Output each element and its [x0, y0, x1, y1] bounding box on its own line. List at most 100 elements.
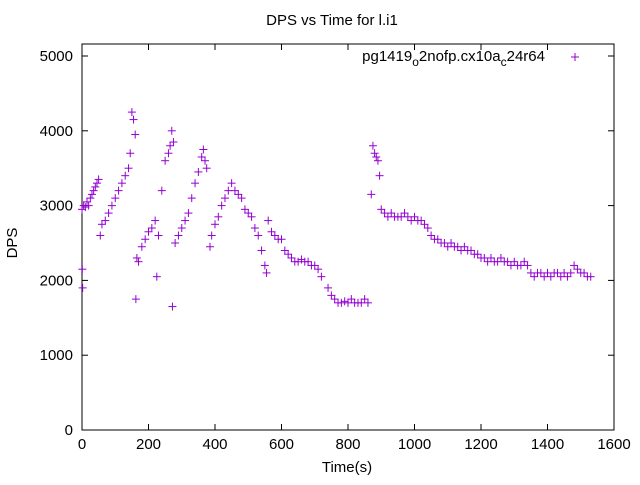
data-point	[317, 272, 326, 281]
data-point	[310, 261, 319, 270]
data-point	[237, 194, 246, 203]
data-point	[89, 186, 98, 195]
x-tick-label: 800	[335, 436, 360, 453]
data-point	[154, 231, 163, 240]
legend-label: pg1419o2nofp.cx10ac24r64	[362, 48, 545, 69]
x-tick-label: 1000	[398, 436, 431, 453]
data-point	[144, 227, 153, 236]
x-tick-label: 600	[269, 436, 294, 453]
x-tick-label: 1600	[597, 436, 630, 453]
data-point	[82, 197, 91, 206]
data-point	[423, 224, 432, 233]
data-point	[367, 190, 376, 199]
data-point	[78, 205, 86, 214]
data-point	[254, 231, 263, 240]
data-point	[84, 201, 93, 210]
data-point	[206, 242, 215, 251]
data-point	[410, 212, 419, 221]
y-tick-label: 5000	[40, 48, 73, 65]
y-tick-label: 4000	[40, 123, 73, 140]
data-point	[467, 246, 476, 255]
data-point	[250, 224, 259, 233]
data-point	[78, 265, 87, 274]
data-point	[400, 209, 409, 218]
data-point	[177, 224, 186, 233]
data-point	[280, 246, 289, 255]
data-point	[174, 231, 183, 240]
data-point	[324, 283, 333, 292]
data-point	[217, 201, 226, 210]
data-point	[573, 265, 582, 274]
data-point	[360, 295, 369, 304]
data-point	[124, 164, 133, 173]
y-axis-label: DPS	[4, 228, 21, 259]
data-point	[420, 220, 429, 229]
data-point	[164, 149, 173, 158]
y-tick-label: 0	[65, 422, 73, 439]
data-point	[166, 141, 175, 150]
data-point	[167, 126, 176, 135]
data-point	[171, 239, 180, 247]
data-point	[304, 257, 313, 266]
data-point	[126, 149, 135, 158]
data-point	[427, 231, 436, 240]
data-point	[104, 209, 113, 218]
data-point	[96, 231, 105, 240]
data-point	[131, 295, 140, 304]
data-point	[94, 175, 103, 184]
data-point	[267, 227, 276, 236]
data-point	[377, 205, 386, 214]
x-tick-label: 1400	[531, 436, 564, 453]
data-point	[169, 138, 178, 147]
data-point	[433, 235, 442, 244]
data-point	[417, 216, 426, 225]
data-point	[373, 156, 382, 165]
data-point	[194, 167, 203, 176]
data-point	[131, 130, 140, 139]
data-point	[586, 272, 595, 281]
data-point	[161, 156, 170, 165]
data-point	[187, 194, 196, 203]
data-point	[262, 268, 271, 277]
data-point	[92, 179, 101, 188]
data-point	[530, 272, 539, 281]
data-points	[78, 108, 595, 311]
data-point	[199, 145, 208, 154]
data-point	[197, 152, 206, 161]
data-point	[520, 257, 529, 266]
x-tick-label: 1200	[464, 436, 497, 453]
data-point	[447, 239, 456, 247]
data-point	[297, 255, 306, 264]
data-point	[347, 295, 356, 304]
data-point	[81, 203, 90, 212]
legend: pg1419o2nofp.cx10ac24r64	[362, 48, 579, 69]
legend-marker	[571, 53, 579, 61]
data-point	[363, 298, 372, 307]
data-point	[244, 209, 253, 218]
data-point	[473, 250, 482, 259]
data-point	[107, 201, 116, 210]
data-point	[563, 272, 572, 281]
data-point	[368, 141, 377, 150]
data-point	[546, 272, 555, 281]
data-point	[132, 253, 141, 262]
data-point	[230, 186, 239, 195]
data-point	[260, 261, 269, 270]
data-point	[152, 272, 161, 281]
x-tick-label: 0	[78, 436, 86, 453]
x-tick-label: 400	[202, 436, 227, 453]
data-point	[370, 149, 379, 158]
data-point	[284, 250, 293, 259]
data-point	[202, 164, 211, 173]
data-point	[234, 190, 243, 199]
data-point	[264, 216, 273, 225]
data-point	[375, 171, 384, 180]
data-point	[87, 190, 96, 199]
data-point	[314, 265, 323, 274]
data-point	[510, 257, 519, 266]
data-point	[181, 216, 190, 225]
data-point	[168, 302, 177, 311]
data-point	[86, 194, 95, 203]
y-tick-label: 3000	[40, 198, 73, 215]
